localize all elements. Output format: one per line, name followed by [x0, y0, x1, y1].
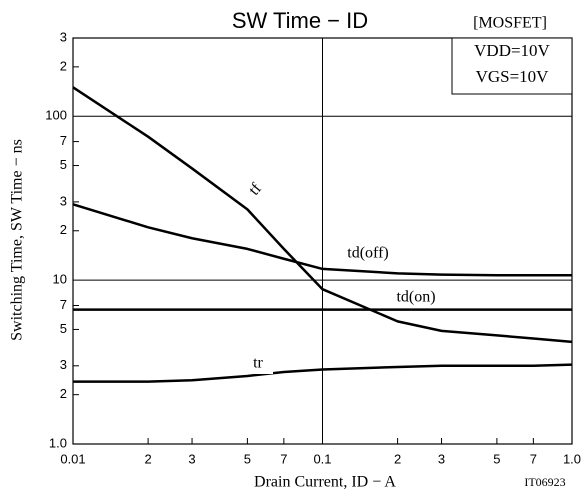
label-bg: [238, 172, 274, 208]
x-tick-label: 3: [188, 451, 195, 466]
x-tick-label: 2: [394, 451, 401, 466]
y-tick-label: 7: [60, 297, 67, 312]
y-tick-label: 7: [60, 133, 67, 148]
y-tick-label: 10: [53, 272, 67, 287]
y-tick-label: 100: [45, 108, 67, 123]
x-tick-label: 5: [244, 451, 251, 466]
y-tick-label: 3: [60, 193, 67, 208]
figure-id: IT06923: [524, 475, 565, 489]
condition: VDD=10V: [474, 41, 550, 60]
label-bg: [385, 288, 447, 308]
note: [MOSFET]: [473, 15, 547, 32]
series-line: [72, 203, 572, 277]
x-tick-label: 7: [530, 451, 537, 466]
x-tick-label: 7: [280, 451, 287, 466]
label-bg: [243, 354, 273, 374]
chart-title: SW Time − ID: [232, 8, 368, 33]
x-tick-label: 0.1: [313, 451, 331, 466]
y-tick-label: 2: [60, 386, 67, 401]
x-tick-label: 0.01: [60, 451, 85, 466]
conditions-box: [451, 37, 573, 95]
series-line: [72, 86, 573, 344]
y-tick-label: 3: [60, 357, 67, 372]
x-tick-label: 5: [493, 451, 500, 466]
x-tick-label: 1.0: [563, 451, 581, 466]
condition: VGS=10V: [476, 67, 550, 86]
series-label: tr: [253, 355, 263, 372]
y-tick-label: 5: [60, 321, 67, 336]
y-tick-label: 3: [60, 29, 67, 44]
y-tick-label: 1.0: [49, 435, 67, 450]
y-tick-label: 5: [60, 157, 67, 172]
x-tick-label: 2: [144, 451, 151, 466]
y-tick-label: 2: [60, 222, 67, 237]
x-axis-label: Drain Current, ID − A: [254, 474, 396, 491]
y-axis-label: Switching Time, SW Time − ns: [9, 139, 26, 341]
label-bg: [333, 244, 403, 264]
series-line: [73, 363, 573, 383]
y-tick-label: 2: [60, 58, 67, 73]
series-label: td(off): [347, 245, 388, 262]
x-tick-label: 3: [438, 451, 445, 466]
series-label: td(on): [396, 289, 435, 306]
